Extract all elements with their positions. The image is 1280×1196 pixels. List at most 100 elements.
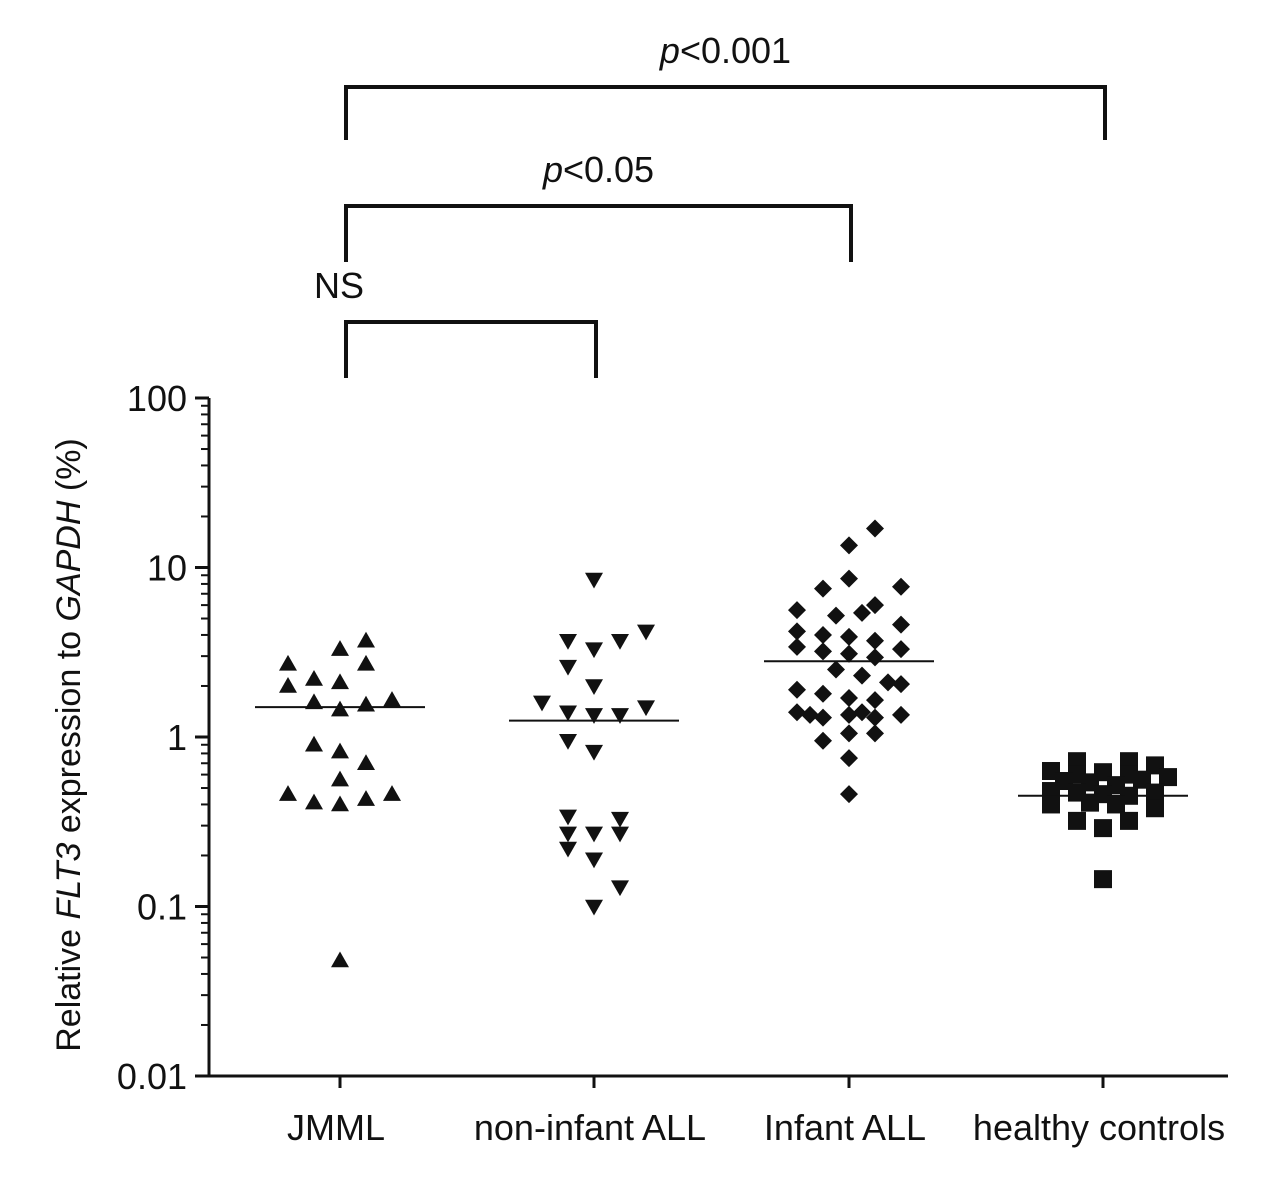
significance-label: p<0.001 — [659, 30, 791, 71]
data-point — [585, 852, 603, 869]
data-points — [279, 519, 1177, 968]
data-point — [331, 795, 349, 812]
data-point — [305, 735, 323, 752]
data-point — [279, 676, 297, 693]
data-point — [840, 724, 858, 743]
data-point — [840, 644, 858, 663]
data-point — [559, 633, 577, 650]
data-point — [611, 811, 629, 828]
data-point — [331, 742, 349, 759]
data-point — [853, 666, 871, 685]
data-point — [611, 826, 629, 843]
data-point — [559, 705, 577, 722]
x-ticks: JMML non-infant ALL Infant ALL healthy cont… — [287, 1076, 1225, 1148]
data-point — [585, 899, 603, 916]
data-point — [279, 654, 297, 671]
data-point — [585, 744, 603, 761]
data-point — [585, 572, 603, 589]
data-point — [840, 749, 858, 768]
data-point — [840, 627, 858, 646]
data-point — [814, 684, 832, 703]
data-point — [853, 703, 871, 722]
data-point — [585, 708, 603, 724]
data-point — [892, 615, 910, 634]
data-point — [788, 601, 806, 620]
data-point — [585, 826, 603, 843]
data-point — [585, 642, 603, 659]
data-point — [1042, 795, 1060, 814]
data-point — [1120, 811, 1138, 830]
data-point — [585, 679, 603, 695]
data-point — [305, 693, 323, 710]
data-point — [1081, 793, 1099, 812]
data-point — [866, 691, 884, 710]
data-point — [1146, 799, 1164, 818]
data-point — [866, 708, 884, 727]
significance-brackets: NS p<0.05 p<0.001 — [314, 30, 1107, 378]
data-point — [357, 754, 375, 771]
data-point — [788, 622, 806, 641]
data-point — [559, 826, 577, 843]
y-ticks: 100 10 1 0.1 0.01 — [117, 378, 209, 1097]
data-point — [892, 705, 910, 724]
data-point — [1094, 870, 1112, 889]
data-point — [788, 703, 806, 722]
data-point — [331, 770, 349, 787]
data-point — [853, 603, 871, 622]
data-point — [1094, 819, 1112, 838]
x-tick-label: non-infant ALL — [474, 1107, 706, 1148]
data-point — [305, 669, 323, 686]
data-point — [357, 654, 375, 671]
data-point — [357, 695, 375, 712]
data-point — [840, 705, 858, 724]
y-tick-label: 10 — [147, 548, 187, 589]
data-point — [866, 648, 884, 667]
data-point — [559, 659, 577, 676]
y-tick-label: 1 — [167, 717, 187, 758]
data-point — [611, 633, 629, 650]
data-point — [331, 673, 349, 690]
significance-bracket — [344, 204, 853, 262]
data-point — [533, 695, 551, 712]
data-point — [1107, 795, 1125, 814]
data-point — [827, 606, 845, 625]
x-tick-label: healthy controls — [973, 1107, 1225, 1148]
data-point — [866, 631, 884, 650]
data-point — [840, 536, 858, 555]
significance-label: NS — [314, 265, 364, 306]
data-point — [840, 569, 858, 588]
data-point — [1146, 783, 1164, 802]
data-point — [383, 785, 401, 801]
data-point — [611, 880, 629, 897]
y-tick-label: 0.1 — [137, 887, 187, 928]
data-point — [814, 579, 832, 598]
data-point — [814, 625, 832, 644]
data-point — [814, 731, 832, 750]
data-point — [814, 642, 832, 661]
y-tick-label: 0.01 — [117, 1056, 187, 1097]
data-point — [357, 790, 375, 806]
x-tick-label: JMML — [287, 1107, 385, 1148]
y-axis-label: Relative FLT3 expression to GAPDH (%) — [50, 438, 88, 1052]
data-point — [866, 724, 884, 743]
data-point — [840, 688, 858, 707]
data-point — [611, 708, 629, 724]
data-point — [788, 637, 806, 656]
data-point — [559, 841, 577, 858]
data-point — [827, 660, 845, 679]
data-point — [801, 705, 819, 724]
axes — [207, 398, 1228, 1078]
significance-bracket — [344, 85, 1107, 140]
data-point — [866, 519, 884, 538]
data-point — [1068, 811, 1086, 830]
data-point — [866, 596, 884, 615]
data-point — [840, 785, 858, 804]
data-point — [892, 577, 910, 596]
x-tick-label: Infant ALL — [764, 1107, 926, 1148]
data-point — [637, 624, 655, 641]
data-point — [637, 700, 655, 717]
data-point — [559, 809, 577, 826]
data-point — [559, 734, 577, 750]
data-point — [814, 708, 832, 727]
